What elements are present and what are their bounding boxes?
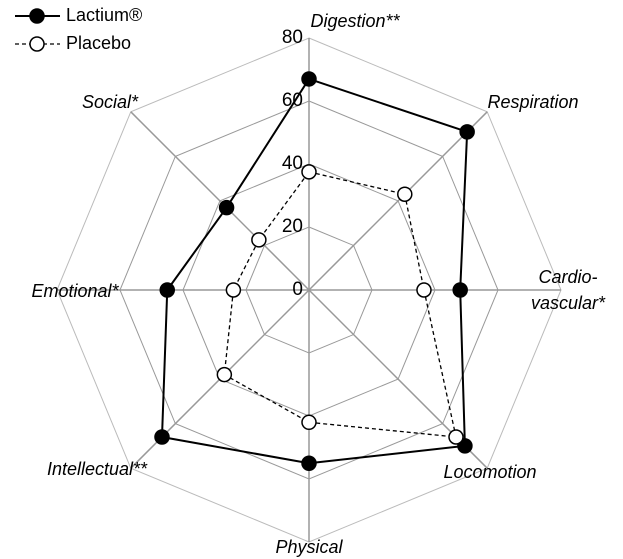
category-label: Locomotion [443, 462, 536, 482]
category-label: Respiration [487, 92, 578, 112]
category-label: Physical [275, 537, 343, 557]
data-point [216, 366, 233, 383]
data-point [448, 429, 464, 445]
r-tick-label: 0 [292, 279, 303, 300]
data-point [218, 199, 235, 216]
category-label: Intellectual** [47, 459, 148, 479]
legend-label: Placebo [66, 33, 131, 53]
data-point [154, 429, 170, 445]
data-point [251, 232, 267, 248]
data-point [301, 455, 317, 471]
data-point [301, 414, 317, 431]
series-line [223, 171, 457, 438]
r-tick-label: 40 [282, 153, 303, 174]
spoke [130, 111, 310, 291]
category-label: Digestion** [310, 11, 400, 31]
data-point [301, 164, 317, 180]
data-point [416, 282, 432, 298]
legend-marker [29, 8, 45, 24]
category-label: Social* [82, 92, 139, 112]
data-point [397, 186, 413, 202]
data-point [225, 282, 242, 298]
series-line [160, 77, 469, 465]
category-label: Emotional* [31, 281, 119, 301]
r-tick-label: 80 [282, 27, 303, 48]
spoke [308, 111, 488, 291]
data-point [459, 124, 475, 140]
data-point [452, 282, 468, 298]
category-label: Cardio-vascular* [531, 267, 606, 313]
legend-marker [29, 36, 45, 52]
data-point [159, 282, 175, 298]
legend-label: Lactium® [66, 5, 142, 25]
r-tick-label: 20 [282, 216, 303, 237]
data-point [301, 71, 317, 87]
